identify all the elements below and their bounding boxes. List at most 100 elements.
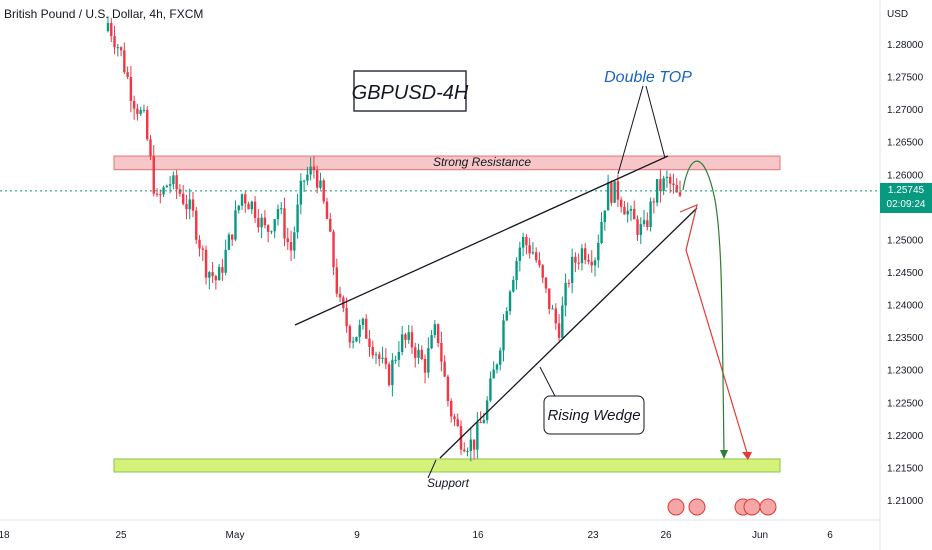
green-curve-projection — [682, 160, 725, 457]
candle-body — [499, 350, 502, 365]
candle-body — [293, 232, 296, 251]
candle-body — [299, 180, 303, 205]
candle-body — [544, 277, 548, 289]
candle-body — [423, 358, 427, 373]
candle-body — [152, 155, 155, 194]
candle-body — [237, 205, 240, 211]
candle-body — [244, 194, 247, 204]
candle-body — [329, 218, 332, 232]
chart-label: GBPUSD-4H — [352, 82, 469, 104]
support-zone — [113, 458, 781, 473]
candle-body — [276, 209, 280, 220]
time-tick-label: 23 — [587, 530, 599, 541]
candle-body — [381, 357, 384, 359]
candle-body — [466, 451, 469, 453]
candle-body — [482, 420, 486, 423]
candle-body — [250, 201, 254, 210]
candle-body — [263, 217, 267, 226]
us-flag-icon[interactable] — [667, 498, 685, 516]
time-tick-label: 6 — [827, 530, 833, 541]
candle-body — [394, 359, 397, 361]
candle-body — [211, 272, 214, 277]
wedge-upper-line[interactable] — [294, 155, 669, 326]
candle-body — [528, 245, 531, 254]
candle-body — [201, 248, 204, 250]
candle-body — [443, 361, 446, 377]
time-axis[interactable]: 18 25 May 9 16 23 26 Jun 6 — [0, 530, 833, 541]
candle-body — [613, 181, 616, 203]
price-tick-label: 1.27000 — [887, 105, 924, 116]
candle-body — [606, 182, 610, 211]
price-tick-label: 1.25000 — [887, 235, 924, 246]
double-top-label: Double TOP — [604, 69, 692, 86]
candle-body — [361, 318, 365, 325]
price-tick-label: 1.24000 — [887, 301, 924, 312]
candle-body — [208, 272, 211, 278]
candle-body — [365, 318, 368, 339]
candle-body — [655, 179, 659, 203]
candle-body — [584, 248, 587, 260]
price-tick-label: 1.22000 — [887, 431, 924, 442]
candle-body — [397, 351, 401, 360]
time-tick-label: 16 — [472, 530, 484, 541]
time-tick-label: May — [226, 530, 245, 541]
candle-body — [577, 262, 580, 264]
current-price-value: 1.25745 — [887, 185, 925, 196]
time-tick-label: 25 — [115, 530, 127, 541]
support-callout-pointer — [427, 459, 437, 479]
candle-body — [463, 449, 466, 452]
green-arrow-head — [720, 450, 728, 459]
candle-body — [371, 346, 374, 356]
candle-body — [270, 231, 273, 233]
candle-body — [505, 311, 508, 321]
candle-body — [642, 220, 646, 225]
candle-body — [446, 376, 450, 402]
uk-flag-icon[interactable] — [759, 498, 777, 516]
candle-body — [600, 221, 603, 244]
candle-body — [332, 231, 335, 268]
candle-body — [567, 282, 571, 284]
time-tick-label: 26 — [660, 530, 672, 541]
candle-body — [512, 280, 515, 292]
candle-body — [132, 100, 136, 109]
candle-body — [175, 175, 178, 190]
candle-body — [495, 364, 499, 370]
double-top-pointer-right — [645, 85, 666, 159]
candle-body — [302, 180, 306, 182]
price-tick-label: 1.27500 — [887, 73, 924, 84]
us-flag-icon[interactable] — [743, 498, 761, 516]
candle-body — [191, 199, 195, 211]
economic-event-icons[interactable] — [667, 498, 777, 516]
us-flag-icon[interactable] — [688, 498, 706, 516]
candle-body — [348, 326, 352, 343]
candle-body — [142, 109, 146, 111]
candle-body — [335, 267, 338, 294]
candle-body — [129, 77, 133, 101]
candle-body — [312, 166, 316, 171]
price-tick-label: 1.22500 — [887, 398, 924, 409]
candle-body — [195, 210, 198, 240]
candle-body — [384, 357, 388, 365]
candle-body — [515, 260, 518, 281]
wedge-label-box — [543, 395, 645, 435]
candle-body — [557, 323, 561, 338]
candle-body — [639, 224, 642, 235]
price-axis[interactable]: 1.280001.275001.270001.265001.260001.255… — [887, 40, 924, 507]
candle-body — [217, 267, 221, 281]
candle-body — [672, 183, 675, 186]
wedge-lower-line[interactable] — [439, 207, 698, 459]
candle-body — [221, 267, 224, 273]
candle-body — [178, 189, 182, 194]
candle-body — [400, 334, 404, 352]
candle-body — [136, 108, 139, 115]
candle-body — [253, 201, 257, 219]
time-tick-label: Jun — [752, 530, 768, 541]
candle-body — [649, 201, 652, 228]
price-tick-label: 1.26500 — [887, 138, 924, 149]
candle-body — [548, 288, 551, 309]
candle-body — [469, 439, 473, 452]
candle-body — [234, 210, 237, 240]
candle-body — [580, 248, 584, 264]
candle-body — [603, 210, 607, 222]
